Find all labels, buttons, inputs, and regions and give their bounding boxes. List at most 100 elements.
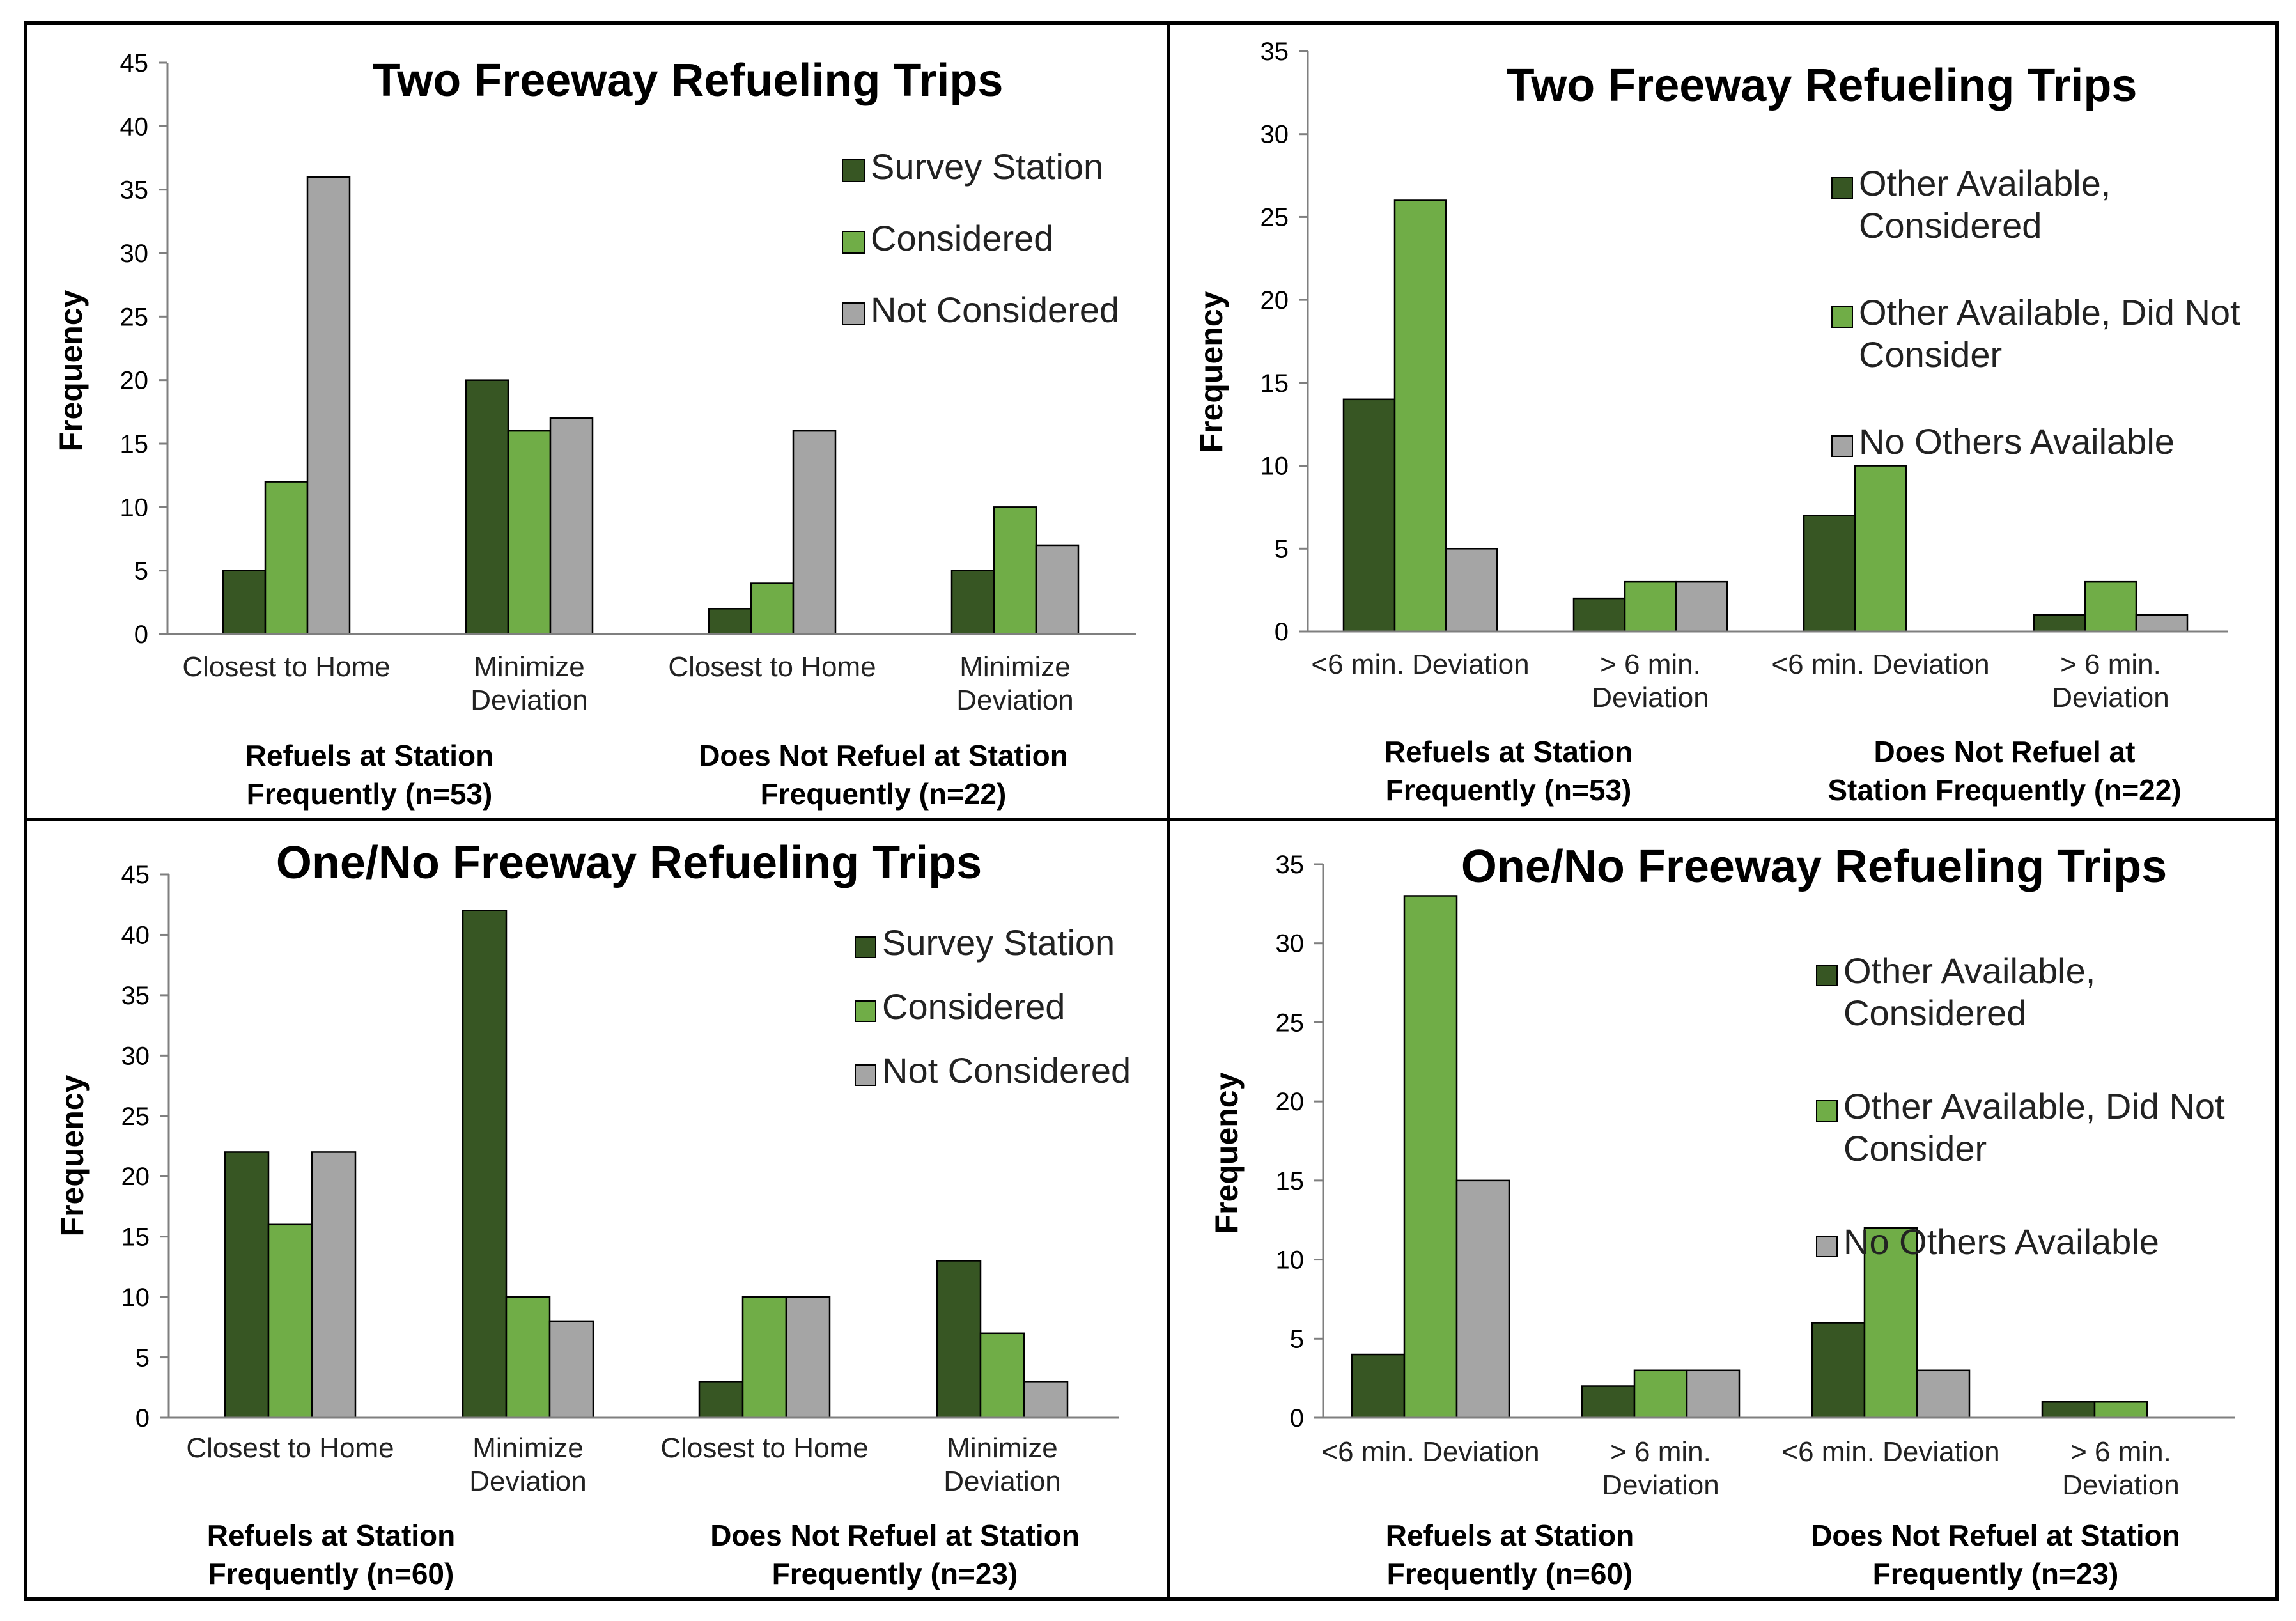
- y-axis-label: Frequency: [54, 1074, 90, 1236]
- bar: [741, 1296, 787, 1419]
- legend-swatch: [1831, 177, 1853, 199]
- bar: [750, 582, 795, 635]
- y-tick-label: 35: [1260, 38, 1289, 66]
- y-tick-label: 30: [1260, 121, 1289, 149]
- bar: [1916, 1369, 1971, 1419]
- chart-panel-4: One/No Freeway Refueling Trips Frequency 0…: [1209, 841, 2235, 1590]
- y-tick-label: 25: [120, 303, 149, 331]
- bar: [507, 430, 552, 635]
- bar: [698, 1381, 744, 1419]
- x-group-label: Does Not Refuel at Station Frequently (n=…: [1827, 735, 2181, 807]
- chart-title: Two Freeway Refueling Trips: [1507, 60, 2137, 111]
- x-group-label: Refuels at Station Frequently (n=60): [207, 1519, 456, 1590]
- bar: [1675, 580, 1728, 633]
- bar: [505, 1296, 551, 1419]
- y-axis-label: Frequency: [1193, 291, 1229, 453]
- legend-swatch: [842, 302, 865, 325]
- y-tick-label: 10: [120, 493, 149, 522]
- y-tick-label: 35: [121, 982, 150, 1010]
- y-tick-label: 40: [120, 112, 149, 141]
- chart-panel-2: Two Freeway Refueling Trips Frequency 0 5 10…: [1193, 38, 2240, 807]
- x-tick-label: Closest to Home: [186, 1432, 394, 1464]
- x-tick-label: Minimize Deviation: [943, 1432, 1060, 1497]
- bar: [1811, 1322, 1866, 1419]
- chart-title: One/No Freeway Refueling Trips: [1461, 841, 2167, 892]
- legend: Survey Station Considered Not Considered: [842, 146, 1119, 330]
- x-tick-label: Minimize Deviation: [469, 1432, 586, 1497]
- bar: [1403, 895, 1458, 1419]
- bar: [465, 379, 509, 635]
- bar: [462, 910, 508, 1419]
- bar: [1686, 1369, 1741, 1419]
- y-tick-label: 5: [136, 1344, 150, 1372]
- legend-label: Survey Station: [871, 146, 1103, 187]
- y-tick-label: 5: [1275, 535, 1289, 563]
- bar: [1624, 580, 1677, 633]
- bar: [1581, 1385, 1636, 1419]
- bar: [222, 570, 267, 635]
- y-tick-label: 10: [1276, 1246, 1305, 1275]
- y-tick-label: 15: [1276, 1167, 1305, 1195]
- y-tick-label: 10: [121, 1284, 150, 1312]
- chart-title: One/No Freeway Refueling Trips: [276, 837, 982, 888]
- y-tick-label: 25: [1276, 1009, 1305, 1037]
- legend-label: No Others Available: [1843, 1222, 2159, 1262]
- bar: [549, 417, 594, 635]
- x-tick-label: > 6 min. Deviation: [1602, 1436, 1719, 1501]
- legend-label: Not Considered: [882, 1050, 1131, 1090]
- legend: Survey Station Considered Not Considered: [855, 922, 1131, 1090]
- bar: [2033, 614, 2086, 633]
- bar: [2084, 580, 2137, 633]
- y-tick-label: 35: [1276, 851, 1305, 879]
- legend-label: Considered: [871, 218, 1053, 258]
- bar: [1863, 1227, 1918, 1419]
- bar: [1455, 1179, 1510, 1419]
- bar: [1023, 1381, 1069, 1419]
- legend-swatch: [855, 936, 876, 958]
- bar: [2093, 1401, 2148, 1419]
- bar: [1393, 199, 1447, 633]
- chart-title: Two Freeway Refueling Trips: [373, 55, 1004, 106]
- x-tick-label: <6 min. Deviation: [1781, 1436, 1999, 1468]
- y-tick-label: 0: [136, 1404, 150, 1432]
- y-tick-label: 5: [134, 557, 148, 586]
- y-tick-label: 20: [1260, 286, 1289, 314]
- bar: [1351, 1353, 1406, 1419]
- y-tick-label: 20: [121, 1163, 150, 1191]
- bar: [1803, 515, 1856, 633]
- x-tick-label: <6 min. Deviation: [1321, 1436, 1539, 1468]
- x-group-label: Refuels at Station Frequently (n=60): [1386, 1519, 1634, 1590]
- legend-swatch: [1831, 435, 1853, 457]
- legend-swatch: [842, 159, 865, 182]
- chart-panel-1: Two Freeway Refueling Trips Frequency 0 5 10…: [53, 49, 1136, 810]
- x-group-label: Refuels at Station Frequently (n=53): [245, 739, 494, 810]
- bar: [1035, 544, 1080, 635]
- x-group-label: Does Not Refuel at Station Frequently (n=…: [699, 739, 1068, 810]
- x-tick-label: > 6 min. Deviation: [2062, 1436, 2179, 1501]
- figure-frame: [24, 21, 2279, 1601]
- legend-label: Survey Station: [882, 922, 1115, 963]
- x-group-label: Does Not Refuel at Station Frequently (n=…: [710, 1519, 1080, 1590]
- y-tick-label: 15: [1260, 369, 1289, 398]
- bar: [936, 1260, 982, 1419]
- legend: Other Available, Considered Other Availabl…: [1816, 950, 2225, 1262]
- y-tick-label: 10: [1260, 453, 1289, 481]
- x-tick-label: <6 min. Deviation: [1311, 649, 1529, 680]
- x-tick-label: Closest to Home: [660, 1432, 868, 1464]
- bar: [311, 1151, 357, 1419]
- x-tick-label: <6 min. Deviation: [1771, 649, 1989, 680]
- legend-swatch: [1816, 1100, 1838, 1122]
- bar: [224, 1151, 270, 1419]
- bar: [708, 608, 752, 635]
- bar: [993, 506, 1037, 635]
- x-tick-label: Minimize Deviation: [956, 651, 1073, 716]
- y-tick-label: 30: [121, 1042, 150, 1070]
- y-tick-label: 5: [1290, 1325, 1304, 1353]
- x-tick-label: Minimize Deviation: [470, 651, 587, 716]
- x-group-label: Does Not Refuel at Station Frequently (n=…: [1811, 1519, 2180, 1590]
- legend-label: Other Available, Considered: [1859, 163, 2111, 245]
- bar: [1854, 465, 1907, 633]
- chart-panel-3: One/No Freeway Refueling Trips Frequency 0…: [54, 837, 1131, 1590]
- bar: [306, 176, 351, 635]
